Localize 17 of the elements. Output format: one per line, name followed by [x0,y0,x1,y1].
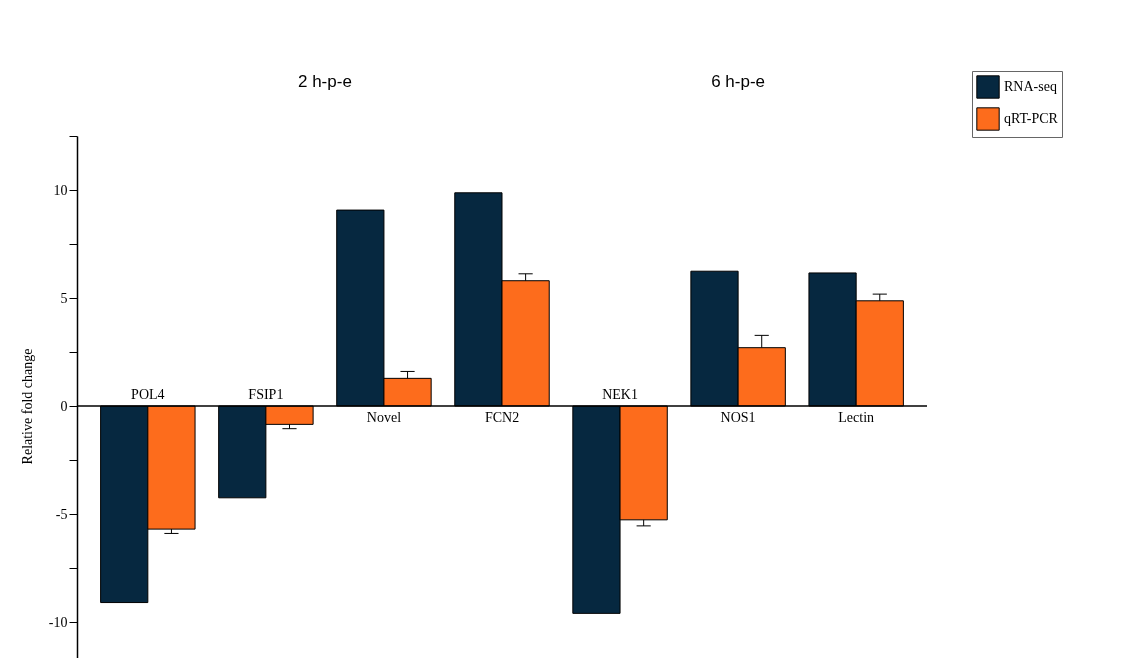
y-tick-label: -5 [55,506,68,522]
legend-label: RNA-seq [1004,79,1057,94]
y-tick-label: 0 [60,398,68,414]
x-tick-label: NEK1 [602,387,638,402]
y-axis-title: Relative fold change [19,348,35,465]
x-tick-label: Novel [366,410,402,425]
x-tick-label: Lectin [838,410,875,425]
x-tick-label: NOS1 [720,410,756,425]
x-tick-label: POL4 [131,387,165,402]
y-tick-label: 10 [53,182,68,198]
legend-label: qRT-PCR [1004,111,1059,126]
y-tick-label: -10 [48,614,68,630]
x-tick-label: FCN2 [484,410,520,425]
x-tick-label: FSIP1 [248,387,284,402]
y-tick-label: 5 [60,290,68,306]
text: 6 h-p-e [711,72,766,91]
text: 2 h-p-e [297,72,352,91]
